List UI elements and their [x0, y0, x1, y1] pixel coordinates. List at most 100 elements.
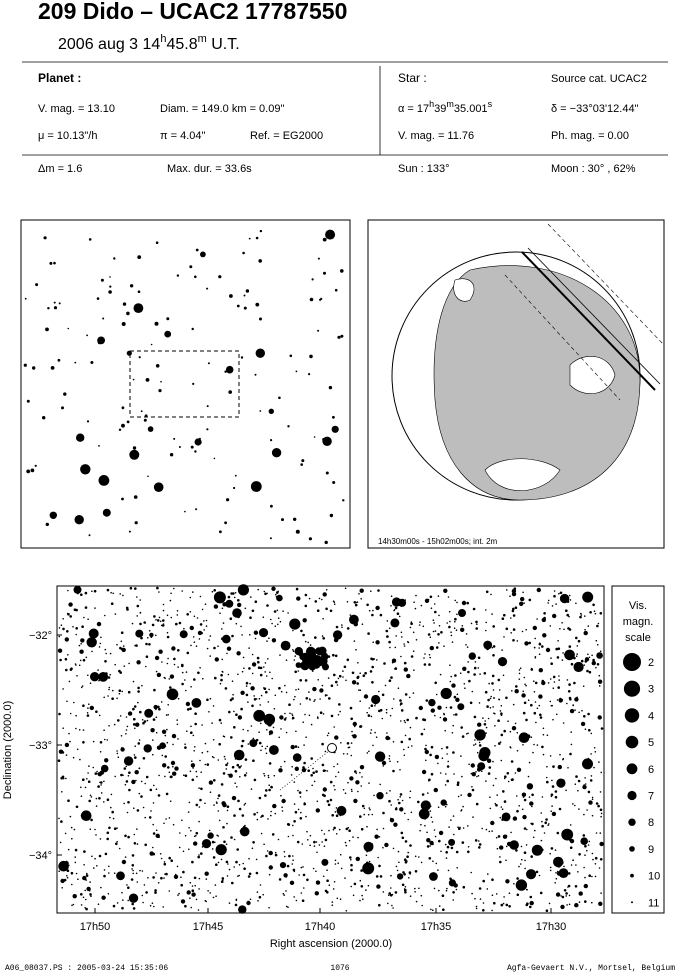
star	[429, 810, 432, 812]
star	[336, 684, 339, 686]
star	[353, 725, 356, 728]
star	[253, 778, 257, 782]
footer-company: Agfa-Gevaert N.V., Mortsel, Belgium	[507, 964, 675, 972]
star	[299, 796, 302, 798]
star	[577, 639, 581, 643]
star	[237, 673, 239, 676]
star	[349, 776, 354, 781]
star	[80, 810, 92, 821]
star	[389, 714, 392, 717]
star	[445, 746, 449, 749]
star	[510, 778, 514, 782]
star	[184, 834, 187, 837]
star	[560, 857, 562, 860]
star	[390, 887, 392, 889]
star	[152, 739, 154, 741]
star	[283, 873, 288, 878]
star	[128, 893, 139, 903]
star	[308, 714, 311, 717]
star	[586, 849, 588, 852]
star	[325, 607, 328, 611]
star	[454, 713, 458, 716]
star	[205, 900, 207, 903]
star	[212, 896, 215, 899]
star	[72, 626, 74, 628]
star	[456, 601, 458, 604]
star	[503, 729, 507, 733]
star	[271, 622, 273, 625]
star	[333, 765, 335, 768]
star	[391, 597, 402, 607]
star	[575, 636, 578, 640]
star	[257, 588, 260, 591]
star	[558, 868, 569, 878]
star	[281, 518, 284, 522]
star	[303, 761, 306, 765]
star	[512, 816, 518, 821]
star	[301, 767, 307, 773]
star	[110, 806, 112, 809]
star	[350, 885, 353, 888]
star	[252, 737, 255, 740]
star	[385, 711, 388, 714]
star	[476, 623, 478, 625]
star	[189, 707, 192, 710]
star	[221, 670, 224, 673]
star	[247, 729, 249, 732]
x-tick-label: 17h30	[536, 921, 567, 933]
star	[295, 529, 300, 534]
star	[258, 731, 260, 733]
star	[511, 726, 517, 731]
star	[428, 663, 431, 666]
magnitude-dot	[623, 680, 641, 697]
star	[218, 275, 222, 279]
star	[368, 750, 370, 753]
star	[157, 746, 160, 748]
star	[326, 869, 328, 871]
star	[178, 446, 181, 448]
star	[555, 603, 557, 605]
star	[448, 625, 451, 629]
star	[376, 884, 381, 889]
star	[58, 817, 60, 820]
star	[393, 822, 398, 827]
star	[478, 741, 481, 744]
star	[566, 904, 568, 906]
star	[396, 869, 399, 872]
star	[589, 779, 593, 782]
star	[265, 675, 268, 677]
star	[375, 605, 380, 611]
star	[253, 698, 257, 701]
star	[467, 661, 469, 663]
star	[582, 591, 594, 603]
star	[322, 592, 327, 597]
star	[431, 821, 434, 823]
star	[377, 856, 379, 859]
star	[152, 876, 155, 879]
star	[195, 831, 199, 835]
star	[440, 687, 452, 700]
star	[305, 815, 307, 818]
star	[299, 679, 303, 682]
star	[388, 892, 392, 895]
star	[135, 872, 138, 875]
star	[501, 812, 511, 822]
star	[133, 495, 138, 499]
star	[466, 646, 469, 648]
star	[220, 678, 223, 682]
star	[133, 807, 135, 809]
star	[295, 689, 297, 691]
star	[368, 782, 370, 784]
star	[449, 664, 451, 666]
star	[471, 690, 474, 693]
star	[257, 660, 260, 664]
star	[85, 898, 87, 901]
star	[200, 771, 202, 773]
star	[473, 666, 477, 670]
star	[171, 646, 176, 651]
star	[193, 678, 196, 681]
star	[88, 628, 99, 639]
star	[220, 673, 223, 677]
star	[293, 820, 296, 823]
star	[96, 631, 99, 634]
